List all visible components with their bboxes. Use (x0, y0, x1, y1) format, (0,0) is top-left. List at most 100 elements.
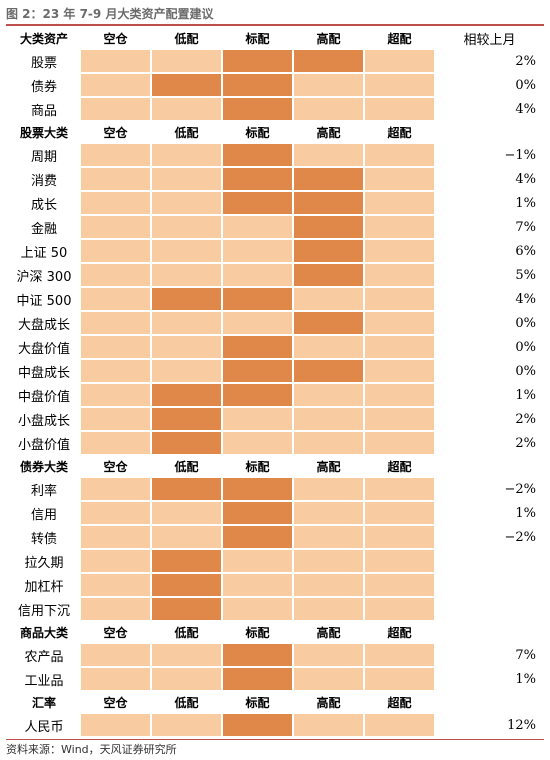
allocation-cell (81, 384, 150, 406)
section-header-row: 债券大类 空仓 低配 标配 高配 超配 (8, 455, 544, 477)
allocation-cell (294, 574, 363, 596)
allocation-cell-filled (223, 360, 292, 382)
column-header: 高配 (316, 31, 341, 46)
change-value: 1% (515, 387, 536, 403)
column-header: 超配 (387, 459, 412, 474)
row-label: 商品 (30, 103, 57, 119)
row-label: 加杠杆 (24, 579, 64, 595)
change-value (435, 573, 544, 597)
table-row: 加杠杆 (8, 573, 544, 597)
allocation-cell (81, 144, 150, 166)
allocation-cell (294, 408, 363, 430)
allocation-cell (152, 502, 221, 524)
allocation-cell (365, 50, 434, 72)
allocation-cell-filled (152, 550, 221, 572)
allocation-cell (365, 668, 434, 690)
table-row: 消费 4% (8, 167, 544, 191)
allocation-cell (365, 240, 434, 262)
table-row: 信用下沉 (8, 597, 544, 621)
allocation-cell (294, 644, 363, 666)
change-value: 0% (515, 363, 536, 379)
table-row: 小盘价值 2% (8, 431, 544, 455)
allocation-cell (81, 240, 150, 262)
allocation-cell-filled (152, 384, 221, 406)
table-row: 成长 1% (8, 191, 544, 215)
allocation-cell (294, 288, 363, 310)
allocation-cell (152, 50, 221, 72)
allocation-cell-filled (223, 714, 292, 736)
allocation-cell (365, 502, 434, 524)
allocation-cell-filled (223, 336, 292, 358)
column-header: 低配 (174, 459, 199, 474)
allocation-cell (152, 360, 221, 382)
change-value: 7% (515, 647, 536, 663)
allocation-cell (365, 644, 434, 666)
change-value: 12% (507, 717, 536, 733)
allocation-cell (152, 168, 221, 190)
allocation-cell (294, 144, 363, 166)
section-header-label: 股票大类 (19, 125, 68, 140)
column-header: 空仓 (103, 695, 128, 710)
allocation-cell (365, 168, 434, 190)
allocation-cell (294, 432, 363, 454)
source-note: 资料来源：Wind，天风证券研究所 (6, 743, 177, 756)
allocation-cell (81, 168, 150, 190)
column-header: 超配 (387, 31, 412, 46)
change-value: 0% (515, 77, 536, 93)
change-value: 5% (515, 267, 536, 283)
allocation-cell (81, 312, 150, 334)
allocation-cell (365, 408, 434, 430)
allocation-cell (152, 240, 221, 262)
allocation-cell-filled (223, 644, 292, 666)
row-label: 上证 50 (20, 245, 68, 261)
allocation-cell-filled (294, 312, 363, 334)
change-column-header: 相较上月 (463, 32, 516, 48)
table-row: 债券 0% (8, 73, 544, 97)
change-value: −1% (504, 147, 536, 163)
allocation-cell (152, 336, 221, 358)
allocation-cell (81, 502, 150, 524)
row-label: 转债 (30, 531, 57, 547)
allocation-cell (81, 360, 150, 382)
table-row: 信用 1% (8, 501, 544, 525)
allocation-cell (152, 192, 221, 214)
allocation-cell (294, 98, 363, 120)
column-header: 低配 (174, 125, 199, 140)
allocation-cell-filled (223, 168, 292, 190)
change-value: 2% (515, 411, 536, 427)
table-row: 沪深 300 5% (8, 263, 544, 287)
allocation-cell-filled (223, 478, 292, 500)
table-row: 上证 50 6% (8, 239, 544, 263)
row-label: 小盘价值 (17, 437, 70, 453)
column-header: 高配 (316, 625, 341, 640)
allocation-cell (152, 264, 221, 286)
row-label: 农产品 (24, 649, 64, 665)
allocation-cell-filled (223, 668, 292, 690)
change-value: 4% (515, 101, 536, 117)
allocation-cell (223, 598, 292, 620)
allocation-cell (81, 408, 150, 430)
row-label: 大盘价值 (17, 341, 70, 357)
row-label: 信用 (30, 507, 57, 523)
allocation-cell (365, 478, 434, 500)
allocation-cell (365, 312, 434, 334)
allocation-cell (81, 668, 150, 690)
column-header: 超配 (387, 695, 412, 710)
allocation-table: 大类资产 空仓 低配 标配 高配 超配 相较上月 股票 2% 债券 0% 商品 4% 股票大类 空仓 低配 标配… (8, 27, 544, 737)
section-header-label: 债券大类 (19, 459, 68, 474)
allocation-cell (152, 668, 221, 690)
allocation-cell (81, 714, 150, 736)
table-row: 商品 4% (8, 97, 544, 121)
column-header: 标配 (245, 625, 270, 640)
allocation-cell (365, 144, 434, 166)
row-label: 消费 (30, 173, 57, 189)
allocation-cell (81, 550, 150, 572)
row-label: 利率 (30, 483, 57, 499)
row-label: 中盘成长 (17, 365, 70, 381)
section-header-label: 商品大类 (19, 625, 68, 640)
allocation-cell (223, 550, 292, 572)
allocation-cell (223, 264, 292, 286)
allocation-cell (365, 192, 434, 214)
row-label: 大盘成长 (17, 317, 70, 333)
allocation-cell (294, 598, 363, 620)
